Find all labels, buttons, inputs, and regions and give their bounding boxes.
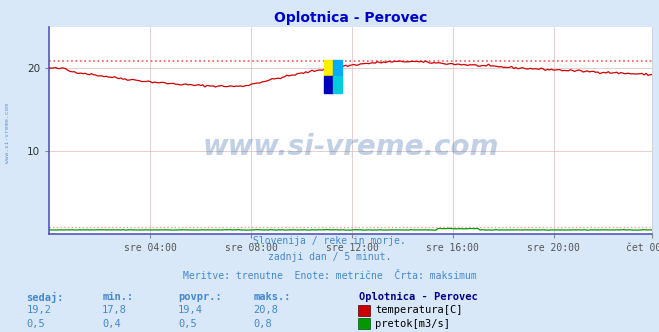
Text: 19,4: 19,4: [178, 305, 203, 315]
Text: povpr.:: povpr.:: [178, 292, 221, 302]
Text: Slovenija / reke in morje.: Slovenija / reke in morje.: [253, 236, 406, 246]
Text: 0,4: 0,4: [102, 319, 121, 329]
Bar: [333, 60, 342, 76]
Text: 17,8: 17,8: [102, 305, 127, 315]
Text: 20,8: 20,8: [254, 305, 279, 315]
Text: www.si-vreme.com: www.si-vreme.com: [203, 133, 499, 161]
Title: Oplotnica - Perovec: Oplotnica - Perovec: [274, 11, 428, 25]
Text: zadnji dan / 5 minut.: zadnji dan / 5 minut.: [268, 252, 391, 262]
Text: temperatura[C]: temperatura[C]: [375, 305, 463, 315]
Text: maks.:: maks.:: [254, 292, 291, 302]
Text: 19,2: 19,2: [26, 305, 51, 315]
Text: Oplotnica - Perovec: Oplotnica - Perovec: [359, 292, 478, 302]
Text: 0,5: 0,5: [26, 319, 45, 329]
Text: 0,8: 0,8: [254, 319, 272, 329]
Text: sedaj:: sedaj:: [26, 291, 64, 303]
Bar: [324, 60, 333, 76]
Text: pretok[m3/s]: pretok[m3/s]: [375, 319, 450, 329]
Text: www.si-vreme.com: www.si-vreme.com: [5, 103, 11, 163]
Text: min.:: min.:: [102, 292, 133, 302]
Text: 0,5: 0,5: [178, 319, 196, 329]
Text: Meritve: trenutne  Enote: metrične  Črta: maksimum: Meritve: trenutne Enote: metrične Črta: …: [183, 271, 476, 281]
Bar: [333, 76, 342, 93]
Bar: [324, 76, 333, 93]
